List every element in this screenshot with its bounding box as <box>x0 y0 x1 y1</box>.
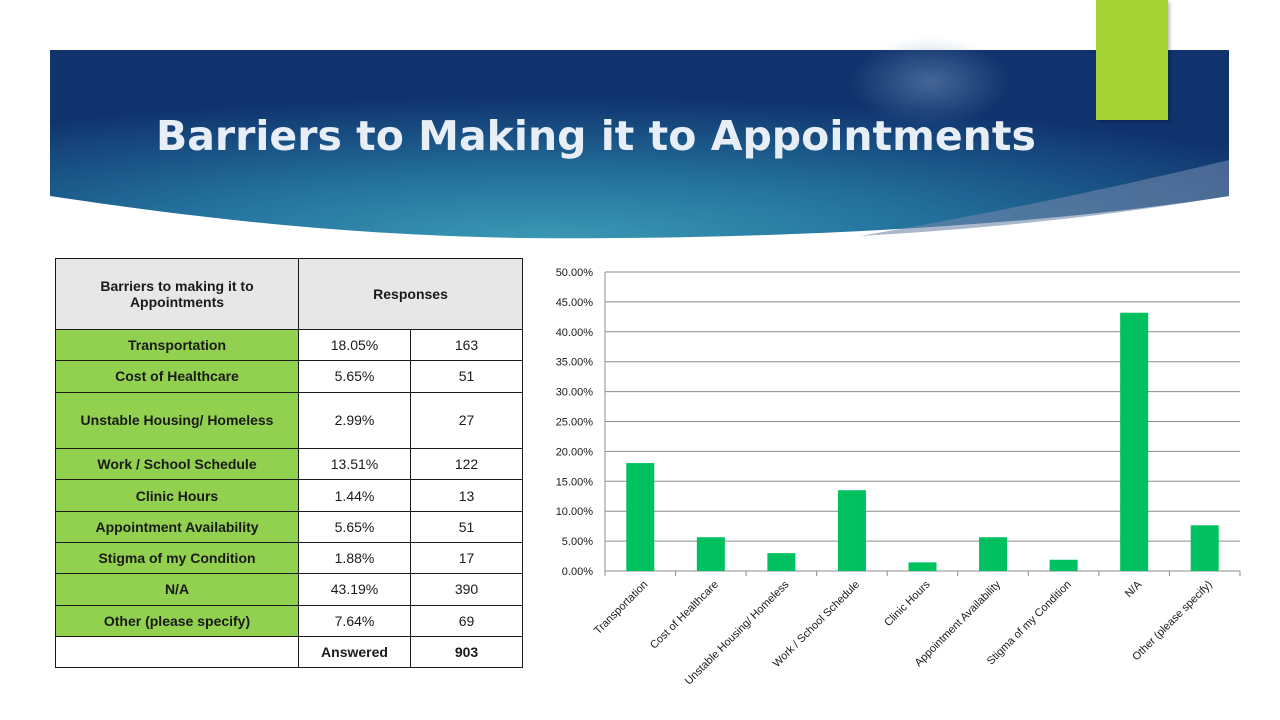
row-count: 17 <box>409 542 524 575</box>
bar <box>767 553 796 571</box>
y-tick-label: 5.00% <box>562 536 593 548</box>
banner-glow <box>850 37 1010 127</box>
table-row: Work / School Schedule 13.51% 122 <box>55 448 524 481</box>
slide-title: Barriers to Making it to Appointments <box>156 112 1036 160</box>
row-percent: 1.88% <box>298 542 411 575</box>
row-count: 13 <box>409 479 524 512</box>
x-tick-label: Transportation <box>592 579 650 637</box>
bar <box>626 463 655 571</box>
row-label: Appointment Availability <box>55 510 299 544</box>
row-label: Work / School Schedule <box>55 448 299 481</box>
y-tick-label: 10.00% <box>556 506 594 518</box>
y-tick-label: 25.00% <box>556 417 594 429</box>
row-count: 51 <box>409 510 524 544</box>
footer-empty-cell <box>55 636 299 668</box>
header-responses: Responses <box>297 258 524 330</box>
bar <box>837 490 866 571</box>
row-label: N/A <box>55 573 299 606</box>
responses-table: Barriers to making it to Appointments Re… <box>55 258 524 668</box>
table-row: Cost of Healthcare 5.65% 51 <box>55 360 524 393</box>
y-tick-label: 30.00% <box>556 387 594 399</box>
bar <box>1049 559 1078 571</box>
banner-swoosh <box>860 160 1229 236</box>
row-label: Clinic Hours <box>55 479 299 512</box>
y-tick-label: 15.00% <box>556 476 594 488</box>
accent-block <box>1096 0 1168 120</box>
row-percent: 5.65% <box>298 510 411 544</box>
table-row: Stigma of my Condition 1.88% 17 <box>55 542 524 575</box>
table-header-row: Barriers to making it to Appointments Re… <box>55 258 524 330</box>
x-tick-label: Other (please specify) <box>1130 579 1215 664</box>
table-row: Unstable Housing/ Homeless 2.99% 27 <box>55 391 524 450</box>
y-tick-label: 50.00% <box>556 267 594 279</box>
table-row: Transportation 18.05% 163 <box>55 328 524 362</box>
x-tick-label: Cost of Healthcare <box>648 579 721 652</box>
row-label: Unstable Housing/ Homeless <box>55 391 299 450</box>
y-tick-label: 20.00% <box>556 446 594 458</box>
row-label: Other (please specify) <box>55 604 299 638</box>
bar <box>908 562 937 571</box>
bar <box>1190 525 1219 571</box>
table-row: Appointment Availability 5.65% 51 <box>55 510 524 544</box>
row-label: Cost of Healthcare <box>55 360 299 393</box>
row-count: 122 <box>409 448 524 481</box>
row-count: 163 <box>409 328 524 362</box>
row-label: Transportation <box>55 328 299 362</box>
y-tick-label: 35.00% <box>556 357 594 369</box>
row-percent: 18.05% <box>298 328 411 362</box>
table-row: Clinic Hours 1.44% 13 <box>55 479 524 512</box>
bar <box>696 537 725 571</box>
y-tick-label: 40.00% <box>556 327 594 339</box>
y-tick-label: 45.00% <box>556 297 594 309</box>
row-count: 27 <box>409 391 524 450</box>
row-count: 390 <box>409 573 524 606</box>
x-tick-label: Clinic Hours <box>882 578 933 629</box>
table-row: Other (please specify) 7.64% 69 <box>55 604 524 638</box>
row-percent: 1.44% <box>298 479 411 512</box>
answered-total: 903 <box>409 636 524 668</box>
row-percent: 43.19% <box>298 573 411 606</box>
table-row: N/A 43.19% 390 <box>55 573 524 606</box>
table-footer-row: Answered 903 <box>55 636 524 668</box>
answered-label: Answered <box>298 636 411 668</box>
row-label: Stigma of my Condition <box>55 542 299 575</box>
row-count: 69 <box>409 604 524 638</box>
header-barriers: Barriers to making it to Appointments <box>55 258 299 330</box>
bar <box>979 537 1008 571</box>
y-tick-label: 0.00% <box>562 566 593 578</box>
bar-chart: 0.00% 5.00% 10.00% 15.00% 20.00% 25.00% 30.00%… <box>556 267 1241 687</box>
row-count: 51 <box>409 360 524 393</box>
row-percent: 5.65% <box>298 360 411 393</box>
row-percent: 2.99% <box>298 391 411 450</box>
x-tick-label: N/A <box>1123 578 1145 600</box>
row-percent: 7.64% <box>298 604 411 638</box>
row-percent: 13.51% <box>298 448 411 481</box>
title-banner <box>50 37 1229 239</box>
table-body: Transportation 18.05% 163 Cost of Healthcar… <box>55 328 524 638</box>
bar <box>1120 312 1149 571</box>
